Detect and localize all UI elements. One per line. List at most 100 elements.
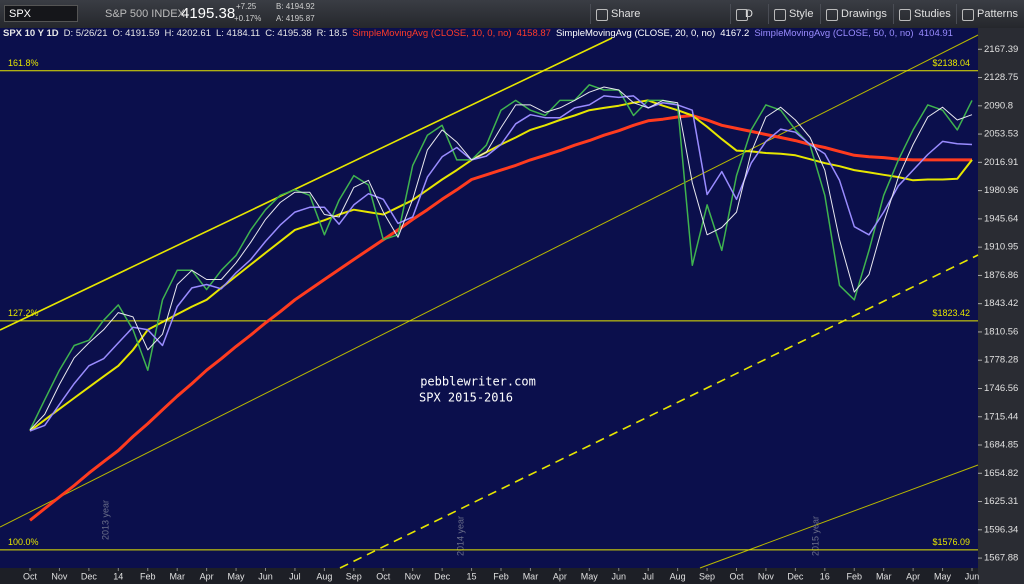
ohlc-value: H: 4202.61	[164, 28, 211, 39]
ohlc-value: D: 5/26/21	[63, 28, 108, 39]
x-tick-label: Jun	[965, 571, 980, 581]
channel-line	[0, 34, 979, 528]
x-tick-label: May	[581, 571, 599, 581]
x-tick-label: Mar	[876, 571, 892, 581]
series-line	[29, 84, 973, 431]
toolbar: SPX S&P 500 INDEX 4195.38 +7.25 +0.17% B…	[0, 0, 1024, 28]
y-tick-label: 2167.39	[984, 44, 1018, 55]
change-pct: +0.17%	[234, 14, 262, 23]
y-tick-label: 2053.53	[984, 129, 1018, 140]
y-tick-label: 1980.96	[984, 185, 1018, 196]
x-tick-label: Aug	[316, 571, 332, 581]
x-tick-label: Feb	[846, 571, 862, 581]
study-name: SimpleMovingAvg (CLOSE, 50, 0, no)	[754, 28, 914, 39]
y-tick-label: 2090.8	[984, 100, 1013, 111]
year-label: 2014 year	[455, 516, 465, 556]
x-tick-label: Mar	[169, 571, 185, 581]
y-tick-label: 1778.28	[984, 355, 1018, 366]
level-label: $2138.04	[932, 58, 970, 68]
y-tick-label: 1910.95	[984, 242, 1018, 253]
y-tick-label: 1567.88	[984, 553, 1018, 564]
ohlc-value: O: 4191.59	[112, 28, 160, 39]
x-tick-label: 16	[820, 571, 830, 581]
x-axis-bg	[0, 568, 978, 584]
x-tick-label: Nov	[758, 571, 775, 581]
y-tick-label: 1596.34	[984, 524, 1018, 535]
x-tick-label: Dec	[434, 571, 451, 581]
studies-button[interactable]: Studies	[893, 4, 951, 24]
level-name: 100.0%	[8, 537, 39, 547]
last-price: 4195.38	[181, 5, 236, 22]
x-tick-label: 14	[113, 571, 123, 581]
x-tick-label: Dec	[81, 571, 98, 581]
study-name: SimpleMovingAvg (CLOSE, 10, 0, no)	[352, 28, 512, 39]
y-tick-label: 2128.75	[984, 72, 1018, 83]
x-tick-label: Feb	[493, 571, 509, 581]
study-bar: SPX 10 Y 1D D: 5/26/21 O: 4191.59 H: 4202.…	[0, 28, 981, 40]
x-tick-label: Oct	[23, 571, 38, 581]
y-tick-label: 1654.82	[984, 468, 1018, 479]
patterns-button[interactable]: Patterns	[956, 4, 1018, 24]
x-tick-label: Feb	[140, 571, 156, 581]
drawings-button[interactable]: Drawings	[820, 4, 887, 24]
x-tick-label: Nov	[405, 571, 422, 581]
y-tick-label: 1843.42	[984, 298, 1018, 309]
x-tick-label: Nov	[51, 571, 68, 581]
description: S&P 500 INDEX	[105, 8, 185, 20]
level-name: 161.8%	[8, 58, 39, 68]
x-tick-label: Jun	[258, 571, 273, 581]
y-tick-label: 1684.85	[984, 440, 1018, 451]
watermark: pebblewriter.com	[420, 375, 536, 389]
y-tick-label: 1746.56	[984, 383, 1018, 394]
ask: A: 4195.87	[276, 14, 315, 23]
x-tick-label: Aug	[670, 571, 686, 581]
period-button[interactable]: D	[730, 4, 753, 24]
x-tick-label: 15	[467, 571, 477, 581]
y-axis-bg	[978, 28, 1024, 584]
watermark: SPX 2015-2016	[419, 391, 513, 405]
x-tick-label: Apr	[200, 571, 214, 581]
chart-label: SPX 10 Y 1D	[3, 28, 59, 39]
year-label: 2015 year	[810, 516, 820, 556]
ohlc-value: R: 18.5	[316, 28, 348, 39]
channel-line	[699, 464, 979, 569]
x-tick-label: Apr	[553, 571, 567, 581]
series-line	[29, 114, 972, 522]
change: +7.25	[236, 2, 257, 11]
study-value: 4167.2	[720, 28, 750, 39]
level-label: $1823.42	[932, 308, 970, 318]
x-tick-label: Oct	[376, 571, 391, 581]
x-tick-label: Oct	[729, 571, 744, 581]
x-tick-label: May	[228, 571, 246, 581]
level-name: 127.2%	[8, 308, 39, 318]
symbol-input[interactable]: SPX	[4, 5, 78, 22]
x-tick-label: Sep	[699, 571, 715, 581]
level-label: $1576.09	[932, 537, 970, 547]
y-tick-label: 1625.31	[984, 496, 1018, 507]
year-label: 2013 year	[100, 500, 110, 540]
study-value: 4104.91	[918, 28, 953, 39]
y-tick-label: 1715.44	[984, 411, 1018, 422]
ohlc-value: C: 4195.38	[265, 28, 312, 39]
x-tick-label: Dec	[787, 571, 804, 581]
y-tick-label: 2016.91	[984, 157, 1018, 168]
channel-line	[339, 254, 979, 569]
x-tick-label: Apr	[906, 571, 920, 581]
study-value: 4158.87	[516, 28, 551, 39]
x-tick-label: Jul	[289, 571, 301, 581]
ohlc-value: L: 4184.11	[215, 28, 261, 39]
style-button[interactable]: Style	[768, 4, 813, 24]
series-line	[29, 86, 973, 431]
x-tick-label: Sep	[346, 571, 362, 581]
share-button[interactable]: Share	[590, 4, 640, 24]
study-name: SimpleMovingAvg (CLOSE, 20, 0, no)	[555, 28, 716, 39]
y-tick-label: 1810.56	[984, 326, 1018, 337]
channel-line	[0, 37, 613, 331]
x-tick-label: May	[934, 571, 952, 581]
y-tick-label: 1876.86	[984, 270, 1018, 281]
x-tick-label: Jul	[642, 571, 654, 581]
x-tick-label: Mar	[523, 571, 539, 581]
x-tick-label: Jun	[611, 571, 626, 581]
